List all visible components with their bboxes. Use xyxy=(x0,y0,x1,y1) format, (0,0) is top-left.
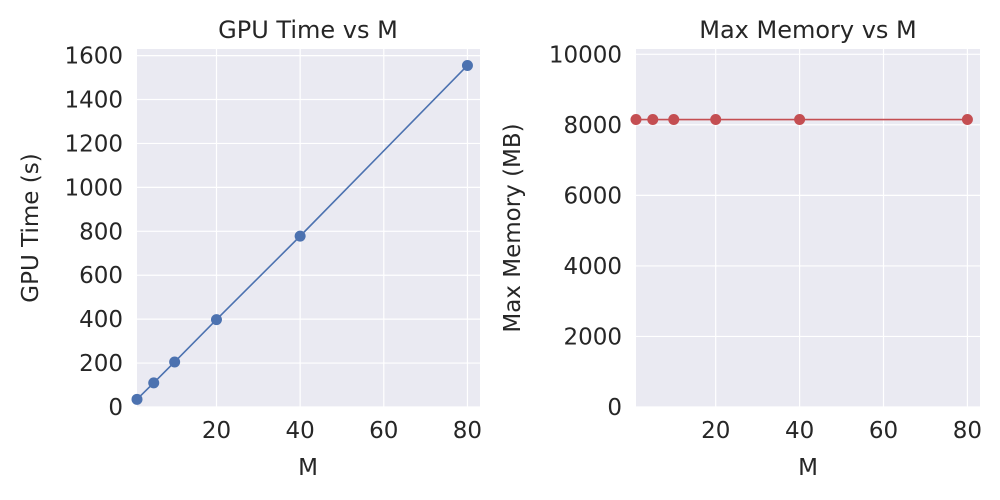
series xyxy=(131,59,473,405)
chart-title: GPU Time vs M xyxy=(218,16,398,44)
max-memory-chart: Max Memory vs M 20 40 60 80 0 2000 4000 6000 800… xyxy=(500,16,982,481)
data-point xyxy=(710,114,722,126)
data-point xyxy=(794,114,806,126)
y-axis-label: Max Memory (MB) xyxy=(500,123,526,332)
x-tick-label: 20 xyxy=(202,418,231,444)
y-tick-label: 0 xyxy=(108,395,123,421)
x-tick-label: 80 xyxy=(453,418,482,444)
ticks: 20 40 60 80 0 2000 4000 6000 8000 10000 xyxy=(549,42,982,444)
chart-title: Max Memory vs M xyxy=(699,16,917,44)
y-tick-label: 1200 xyxy=(64,131,123,157)
data-point xyxy=(294,230,306,242)
plot-area xyxy=(636,49,980,407)
x-tick-label: 60 xyxy=(369,418,398,444)
y-axis-label: GPU Time (s) xyxy=(18,153,44,302)
y-tick-label: 2000 xyxy=(563,324,622,350)
y-tick-label: 0 xyxy=(607,395,622,421)
data-point xyxy=(131,393,143,405)
y-tick-label: 1600 xyxy=(64,44,123,70)
y-tick-label: 400 xyxy=(79,307,123,333)
x-tick-label: 40 xyxy=(285,418,314,444)
y-tick-label: 8000 xyxy=(563,113,622,139)
y-tick-label: 4000 xyxy=(563,254,622,280)
grid xyxy=(137,49,480,408)
data-point xyxy=(647,114,659,126)
gpu-time-chart: GPU Time vs M 20 40 60 80020040060080010001… xyxy=(18,16,482,481)
y-tick-label: 10000 xyxy=(549,42,622,68)
series xyxy=(630,114,973,126)
data-point xyxy=(961,114,973,126)
x-tick-label: 80 xyxy=(953,418,982,444)
grid xyxy=(636,49,980,408)
y-tick-label: 6000 xyxy=(563,183,622,209)
y-tick-label: 600 xyxy=(79,263,123,289)
x-tick-label: 40 xyxy=(785,418,814,444)
y-tick-label: 800 xyxy=(79,219,123,245)
data-point xyxy=(630,114,642,126)
x-axis-label: M xyxy=(798,455,818,481)
x-tick-label: 20 xyxy=(701,418,730,444)
data-point xyxy=(169,356,181,368)
data-point xyxy=(210,314,222,326)
y-tick-label: 1400 xyxy=(64,88,123,114)
data-point xyxy=(668,114,680,126)
y-tick-label: 200 xyxy=(79,351,123,377)
x-tick-label: 60 xyxy=(869,418,898,444)
x-axis-label: M xyxy=(298,455,318,481)
y-tick-label: 1000 xyxy=(64,175,123,201)
data-point xyxy=(148,377,160,389)
data-point xyxy=(461,59,473,71)
